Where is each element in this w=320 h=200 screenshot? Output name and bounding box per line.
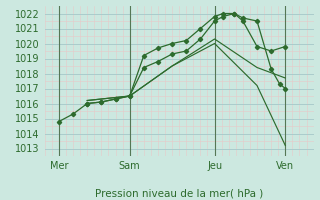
X-axis label: Pression niveau de la mer( hPa ): Pression niveau de la mer( hPa ) [95, 189, 263, 199]
